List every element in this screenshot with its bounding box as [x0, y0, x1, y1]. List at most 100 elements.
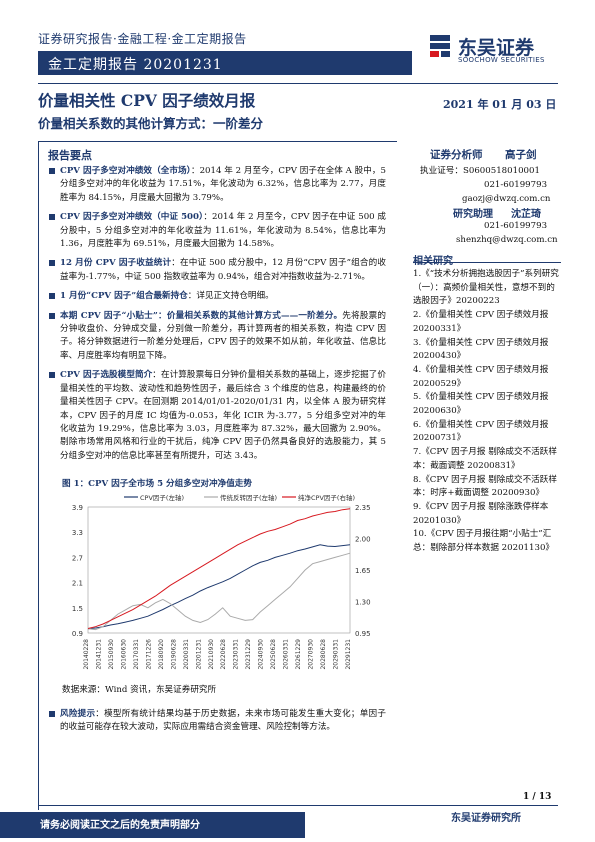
bullet-head: CPV 因子选股模型简介 [60, 370, 153, 381]
related-item[interactable]: 5.《价量相关性 CPV 因子绩效月报 20200630》 [413, 392, 549, 417]
y-left-tick-label: 0.9 [72, 630, 83, 638]
bullet-square-icon [49, 372, 55, 379]
related-item[interactable]: 4.《价量相关性 CPV 因子绩效月报 20200529》 [413, 364, 549, 389]
bullet-item: 本期 CPV 因子“小贴士”：价量相关系数的其他计算方式——一阶差分。先将股票的… [49, 310, 386, 364]
series-line [87, 508, 351, 629]
page-number: 1 / 13 [523, 792, 552, 802]
footer-bar [0, 812, 305, 838]
risk-head: 风险提示 [60, 709, 96, 719]
bullet-body: ：在中证 500 成分股中，12 月份“CPV 因子”组合的收益率为-1.77%… [60, 258, 386, 282]
logo-subtext: SOOCHOW SECURITIES [458, 56, 545, 64]
bullet-body: ：2014 年 2 月至今，CPV 因子在全体 A 股中，5 分组多空对冲的年化… [60, 166, 386, 203]
bullet-item: CPV 因子选股模型简介：在计算股票每日分钟价量相关系数的基础上，逐步挖掘了价量… [49, 369, 386, 463]
related-item[interactable]: 8.《CPV 因子月报 剔除成交不活跃样本：时序+截面调整 20200930》 [413, 474, 557, 499]
related-item[interactable]: 2.《价量相关性 CPV 因子绩效月报 20200331》 [413, 310, 549, 334]
y-right-tick-label: 1.65 [355, 567, 371, 575]
series-line [87, 552, 351, 631]
footer-divider [38, 805, 558, 806]
related-item[interactable]: 3.《价量相关性 CPV 因子绩效月报 20200430》 [413, 337, 549, 362]
company-logo-icon [430, 35, 450, 57]
related-divider [413, 262, 561, 263]
bullet-head: CPV 因子多空对冲绩效（全市场） [60, 166, 191, 176]
bullet-item: CPV 因子多空对冲绩效（全市场）：2014 年 2 月至今，CPV 因子在全体… [49, 165, 386, 205]
x-tick-label: 20270930 [308, 639, 315, 670]
y-left-tick-label: 2.7 [72, 554, 83, 562]
analyst-phone: 021-60199793 [484, 180, 548, 190]
x-tick-label: 20170331 [133, 639, 140, 670]
x-tick-label: 20230331 [233, 639, 240, 670]
x-tick-label: 20171226 [145, 639, 152, 670]
bullet-square-icon [49, 260, 55, 267]
legend-label: CPV因子(左轴) [140, 493, 184, 502]
bullet-item: 风险提示：模型所有统计结果均基于历史数据，未来市场可能发生重大变化；单因子的收益… [49, 708, 386, 735]
related-list: 1.《“技术分析拥抱选股因子”系列研究（一）：高频价量相关性，意想不到的选股因子… [413, 268, 563, 556]
x-tick-label: 20150930 [108, 639, 115, 670]
report-date: 2021 年 01 月 03 日 [443, 98, 557, 111]
bullet-item: 12 月份 CPV 因子收益统计：在中证 500 成分股中，12 月份“CPV … [49, 257, 386, 284]
footer-institute: 东吴证券研究所 [451, 813, 521, 824]
x-tick-label: 20240930 [258, 639, 265, 670]
x-tick-label: 20231229 [245, 639, 252, 670]
figure-source: 数据来源：Wind 资讯，东吴证券研究所 [62, 685, 217, 695]
footer-disclaimer: 请务必阅读正文之后的免责声明部分 [40, 820, 200, 831]
left-frame [38, 141, 397, 810]
assistant-email: shenzhq@dwzq.com.cn [456, 235, 558, 245]
y-right-tick-label: 0.95 [355, 630, 371, 638]
banner-text: 金工定期报告 20201231 [48, 57, 223, 73]
y-left-tick-label: 2.1 [72, 580, 83, 588]
related-item[interactable]: 10.《CPV 因子月报往期“小贴士”汇总：剔除部分样本数据 20201130》 [413, 529, 555, 554]
series-line [87, 544, 351, 630]
assistant-phone: 021-60199793 [484, 221, 548, 231]
summary-title: 报告要点 [48, 149, 92, 162]
assistant-name: 沈芷琦 [511, 209, 541, 220]
x-tick-label: 20280628 [320, 639, 327, 670]
y-right-tick-label: 1.30 [355, 599, 371, 607]
x-tick-label: 20250628 [270, 639, 277, 670]
x-tick-label: 20180920 [158, 639, 165, 670]
related-title: 相关研究 [413, 252, 453, 267]
banner-bar [38, 51, 412, 75]
risk-body: ：模型所有统计结果均基于历史数据，未来市场可能发生重大变化；单因子的收益可能存在… [60, 709, 386, 733]
analyst-email: gaozj@dwzq.com.cn [462, 194, 551, 204]
related-item[interactable]: 6.《价量相关性 CPV 因子绩效月报 20200731》 [413, 419, 549, 444]
x-tick-label: 20160630 [120, 639, 127, 670]
bullet-square-icon [49, 312, 55, 319]
bullet-head: 本期 CPV 因子“小贴士”：价量相关系数的其他计算方式——一阶差分。 [60, 310, 343, 321]
x-tick-label: 20201231 [195, 639, 202, 670]
y-left-tick-label: 3.9 [72, 504, 83, 512]
bullet-square-icon [49, 214, 55, 221]
bullet-head: CPV 因子多空对冲绩效（中证 500） [60, 212, 204, 223]
analyst-reg: 执业证号：S0600518010001 [420, 166, 540, 176]
bullet-head: 12 月份 CPV 因子收益统计 [60, 258, 172, 269]
y-left-tick-label: 3.3 [72, 529, 83, 537]
bullet-square-icon [49, 168, 55, 174]
legend-label: 纯净CPV因子(右轴) [298, 493, 355, 502]
line-chart: 0.9 1.5 2.1 2.7 3.3 3.9 0.95 1.30 1.65 2.00 2.35 20… [72, 493, 371, 670]
bullet-square-icon [49, 293, 55, 300]
y-right-tick-label: 2.00 [355, 536, 371, 544]
bullet-body: ：详见正文持仓明细。 [187, 291, 274, 302]
risk-warning: 风险提示：模型所有统计结果均基于历史数据，未来市场可能发生重大变化；单因子的收益… [49, 708, 386, 741]
page-subtitle: 价量相关系数的其他计算方式：一阶差分 [38, 116, 264, 131]
bullet-head: 1 月份“CPV 因子”组合最新持仓 [60, 291, 188, 302]
bullet-body: ：2014 年 2 月至今，CPV 因子在中证 500 成分股中，5 分组多空对… [60, 212, 386, 250]
x-tick-label: 20190628 [170, 639, 177, 670]
plot-frame [87, 506, 351, 634]
bullet-item: CPV 因子多空对冲绩效（中证 500）：2014 年 2 月至今，CPV 因子… [49, 211, 386, 251]
legend-label: 传统反转因子(左轴) [220, 493, 277, 502]
x-tick-label: 20140228 [83, 639, 90, 670]
x-tick-label: 20220628 [220, 639, 227, 670]
related-item[interactable]: 1.《“技术分析拥抱选股因子”系列研究（一）：高频价量相关性，意想不到的选股因子… [413, 269, 559, 307]
logo-text: 东吴证券 [458, 37, 535, 59]
page-title: 价量相关性 CPV 因子绩效月报 [38, 91, 256, 110]
bullet-body: 先将股票的分钟收盘价、分钟成交量，分别做一阶差分，再计算两者的相关系数，构造 C… [60, 310, 386, 361]
related-item[interactable]: 9.《CPV 因子月报 剔除涨跌停样本 20201030》 [413, 501, 549, 526]
assistant-label: 研究助理 [453, 209, 493, 220]
y-right-tick-label: 2.35 [355, 504, 371, 512]
related-item[interactable]: 7.《CPV 因子月报 剔除成交不活跃样本：截面调整 20200831》 [413, 447, 557, 471]
x-tick-label: 20261229 [295, 639, 302, 670]
bullet-body: ：在计算股票每日分钟价量相关系数的基础上，逐步挖掘了价量相关性的平均数、波动性和… [60, 370, 386, 461]
analyst-name: 高子剑 [505, 149, 537, 161]
y-left-tick-label: 1.5 [72, 605, 83, 613]
x-tick-label: 20291231 [345, 639, 352, 670]
